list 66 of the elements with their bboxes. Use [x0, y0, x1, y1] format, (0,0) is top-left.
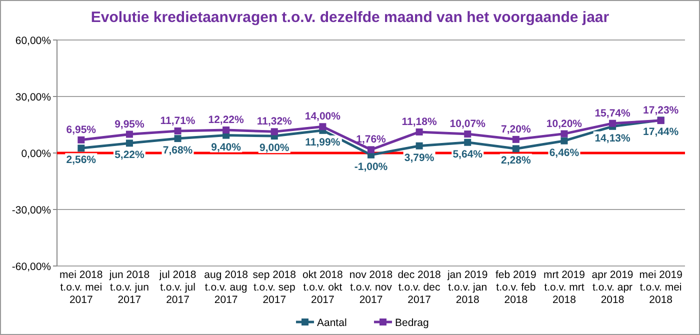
- x-tick-label: feb 2019 t.o.v. feb 2018: [495, 269, 537, 306]
- chart-title: Evolutie kredietaanvragen t.o.v. dezelfde maand van het voorgaande jaar: [90, 9, 610, 26]
- x-tick-label: dec 2018 t.o.v. dec 2017: [398, 269, 442, 306]
- x-tick-label: jul 2018 t.o.v. jul 2017: [158, 269, 196, 306]
- data-label: 5,64%: [452, 148, 484, 160]
- x-tick-label: nov 2018 t.o.v. nov 2017: [349, 269, 393, 306]
- data-label: 17,44%: [643, 126, 680, 138]
- point: [609, 120, 616, 127]
- data-label: 11,71%: [160, 114, 196, 127]
- y-tick-label: 30,00%: [15, 92, 51, 104]
- point: [126, 130, 133, 138]
- data-label: 2,28%: [501, 154, 532, 167]
- data-label: 11,99%: [305, 136, 341, 148]
- y-tick-label: 0,00%: [21, 148, 51, 160]
- x-tick-label: jan 2019 t.o.v. jan 2018: [446, 269, 488, 306]
- data-label: 12,22%: [208, 114, 245, 126]
- x-tick-label: mei 2018 t.o.v. mei 2017: [60, 269, 103, 306]
- data-label: 17,23%: [643, 104, 680, 117]
- y-tick-label: 60,00%: [15, 35, 51, 47]
- data-label: 10,20%: [546, 118, 583, 130]
- x-tick-label: okt 2018 t.o.v. okt 2017: [302, 269, 343, 306]
- x-tick-label: mrt 2019 t.o.v. mrt 2018: [544, 269, 586, 306]
- data-label: 10,07%: [450, 118, 486, 130]
- point: [174, 127, 182, 134]
- point: [560, 130, 568, 138]
- data-label: 2,56%: [66, 154, 97, 166]
- data-label: 11,32%: [256, 116, 293, 128]
- legend-label: Bedrag: [395, 317, 430, 329]
- data-label: 9,95%: [114, 118, 146, 130]
- x-tick-label: aug 2018 t.o.v. aug 2017: [204, 269, 248, 306]
- point: [416, 128, 423, 136]
- data-label: -1,00%: [354, 160, 388, 173]
- point: [416, 142, 423, 150]
- point: [222, 126, 230, 134]
- data-label: 1,76%: [356, 134, 387, 146]
- x-tick-label: sep 2018 t.o.v. sep 2017: [252, 269, 296, 306]
- data-label: 6,46%: [549, 146, 580, 159]
- data-label: 9,40%: [211, 141, 242, 154]
- point: [319, 123, 326, 130]
- data-label: 11,18%: [402, 116, 438, 128]
- point: [512, 145, 520, 152]
- x-tick-label: apr 2019 t.o.v. apr 2018: [592, 269, 634, 306]
- data-label: 7,20%: [501, 123, 532, 136]
- data-label: 9,00%: [259, 142, 290, 154]
- point: [174, 135, 182, 142]
- legend-label: Aantal: [317, 317, 347, 329]
- data-label: 14,13%: [594, 132, 631, 144]
- point: [78, 136, 85, 144]
- x-tick-label: mei 2019 t.o.v. mei 2018: [639, 269, 683, 306]
- data-label: 3,79%: [404, 152, 435, 164]
- point: [464, 130, 472, 138]
- data-label: 6,95%: [66, 124, 97, 136]
- data-label: 5,22%: [114, 149, 146, 162]
- y-tick-label: -30,00%: [12, 204, 51, 216]
- y-tick-label: -60,00%: [12, 261, 51, 273]
- data-label: 14,00%: [304, 110, 342, 123]
- point: [270, 128, 278, 136]
- data-label: 15,74%: [594, 107, 631, 120]
- point: [78, 144, 85, 152]
- point: [512, 136, 520, 143]
- x-tick-label: jun 2018 t.o.v. jun 2017: [108, 269, 150, 306]
- point: [464, 138, 472, 146]
- point: [560, 137, 568, 144]
- data-label: 7,68%: [162, 144, 194, 157]
- point: [126, 140, 133, 147]
- point: [368, 146, 374, 154]
